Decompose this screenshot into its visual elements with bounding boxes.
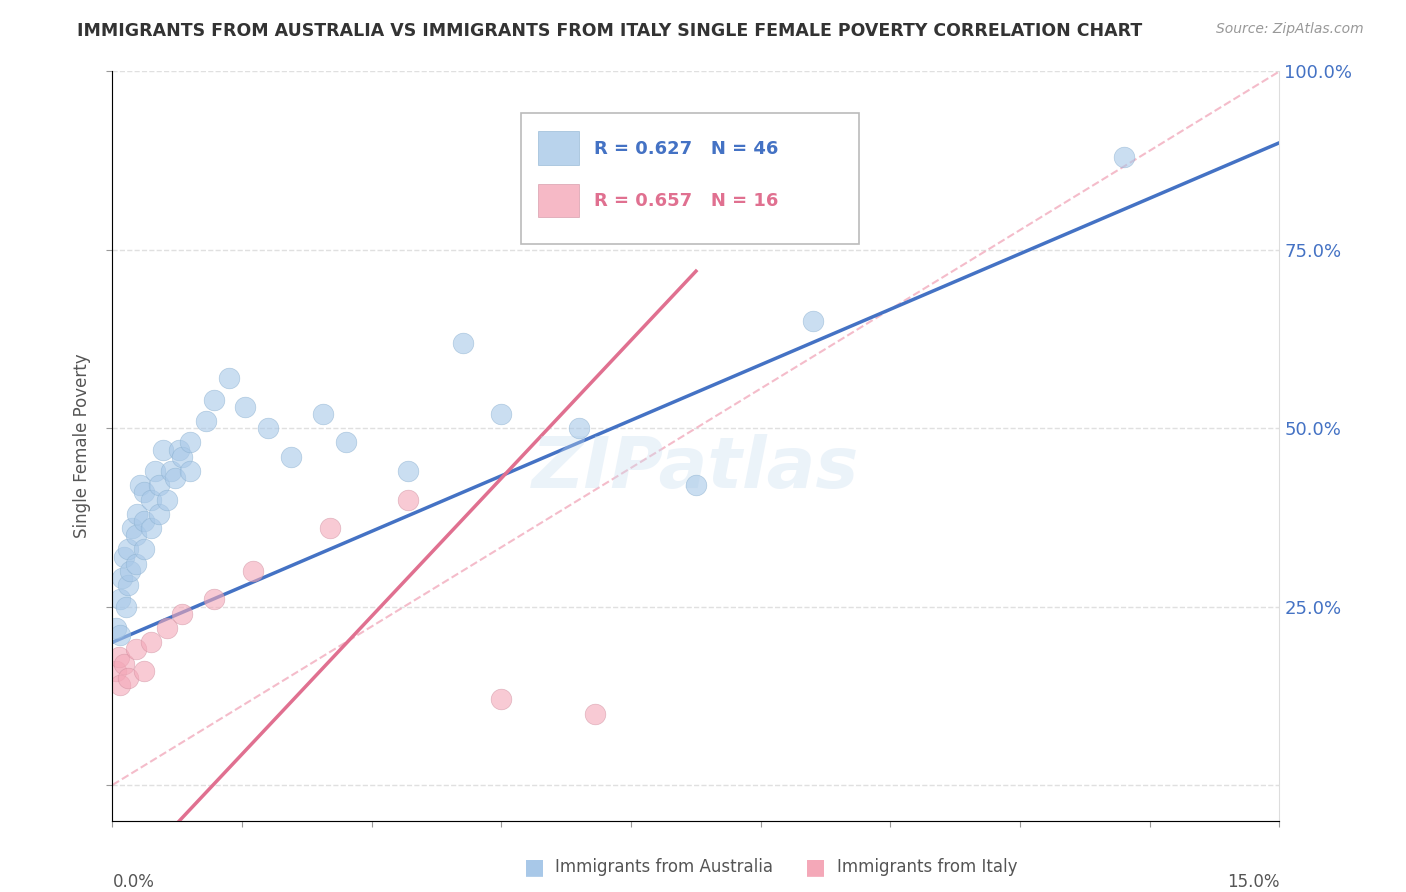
Text: ■: ■ (806, 857, 825, 877)
Point (172, 450, 194, 464)
Point (311, 407, 333, 421)
Point (218, 371, 240, 385)
Point (156, 621, 179, 635)
Text: Immigrants from Australia: Immigrants from Australia (555, 858, 773, 876)
Point (132, 542, 155, 557)
Point (107, 649, 129, 664)
Point (202, 592, 225, 607)
Point (163, 471, 186, 485)
Point (172, 607, 194, 621)
Point (111, 571, 134, 585)
Point (451, 335, 474, 350)
Point (112, 657, 135, 671)
Point (179, 435, 201, 450)
Point (148, 507, 170, 521)
Point (125, 528, 148, 542)
Point (121, 521, 143, 535)
Text: ■: ■ (524, 857, 544, 877)
Point (110, 592, 132, 607)
Point (132, 664, 155, 678)
Point (396, 492, 419, 507)
Point (117, 578, 139, 592)
Point (396, 464, 419, 478)
Point (233, 400, 256, 414)
Text: Source: ZipAtlas.com: Source: ZipAtlas.com (1216, 22, 1364, 37)
Point (685, 478, 707, 492)
Point (152, 442, 174, 457)
Point (141, 492, 163, 507)
Point (127, 507, 149, 521)
Point (128, 478, 150, 492)
Point (491, 692, 513, 706)
Point (143, 464, 166, 478)
Point (104, 664, 127, 678)
Point (132, 514, 155, 528)
Point (568, 421, 591, 435)
Text: ZIPatlas: ZIPatlas (533, 434, 859, 503)
Bar (538, 131, 579, 165)
Text: Immigrants from Italy: Immigrants from Italy (837, 858, 1017, 876)
Point (160, 464, 183, 478)
Text: R = 0.627   N = 46: R = 0.627 N = 46 (595, 139, 779, 158)
Point (319, 521, 342, 535)
Point (110, 678, 132, 692)
Point (110, 628, 132, 642)
Point (202, 392, 225, 407)
Point (257, 421, 280, 435)
Text: 15.0%: 15.0% (1227, 873, 1279, 891)
Point (117, 542, 139, 557)
Point (335, 435, 357, 450)
Point (112, 549, 135, 564)
Point (801, 314, 824, 328)
Point (118, 564, 141, 578)
Point (167, 442, 190, 457)
Text: R = 0.657   N = 16: R = 0.657 N = 16 (595, 192, 779, 210)
Point (242, 564, 264, 578)
Point (280, 450, 302, 464)
Point (194, 414, 217, 428)
Point (583, 706, 606, 721)
Bar (538, 184, 579, 218)
Point (491, 407, 513, 421)
Point (115, 599, 138, 614)
Point (105, 621, 128, 635)
Point (141, 635, 163, 649)
Point (125, 642, 148, 657)
Text: 0.0%: 0.0% (112, 873, 155, 891)
Y-axis label: Single Female Poverty: Single Female Poverty (73, 354, 91, 538)
Point (156, 492, 179, 507)
Point (132, 485, 155, 500)
Point (125, 557, 148, 571)
FancyBboxPatch shape (520, 112, 859, 244)
Point (117, 671, 139, 685)
Point (179, 464, 201, 478)
Text: IMMIGRANTS FROM AUSTRALIA VS IMMIGRANTS FROM ITALY SINGLE FEMALE POVERTY CORRELA: IMMIGRANTS FROM AUSTRALIA VS IMMIGRANTS … (77, 22, 1143, 40)
Point (148, 478, 170, 492)
Point (1112, 150, 1135, 164)
Point (141, 521, 163, 535)
